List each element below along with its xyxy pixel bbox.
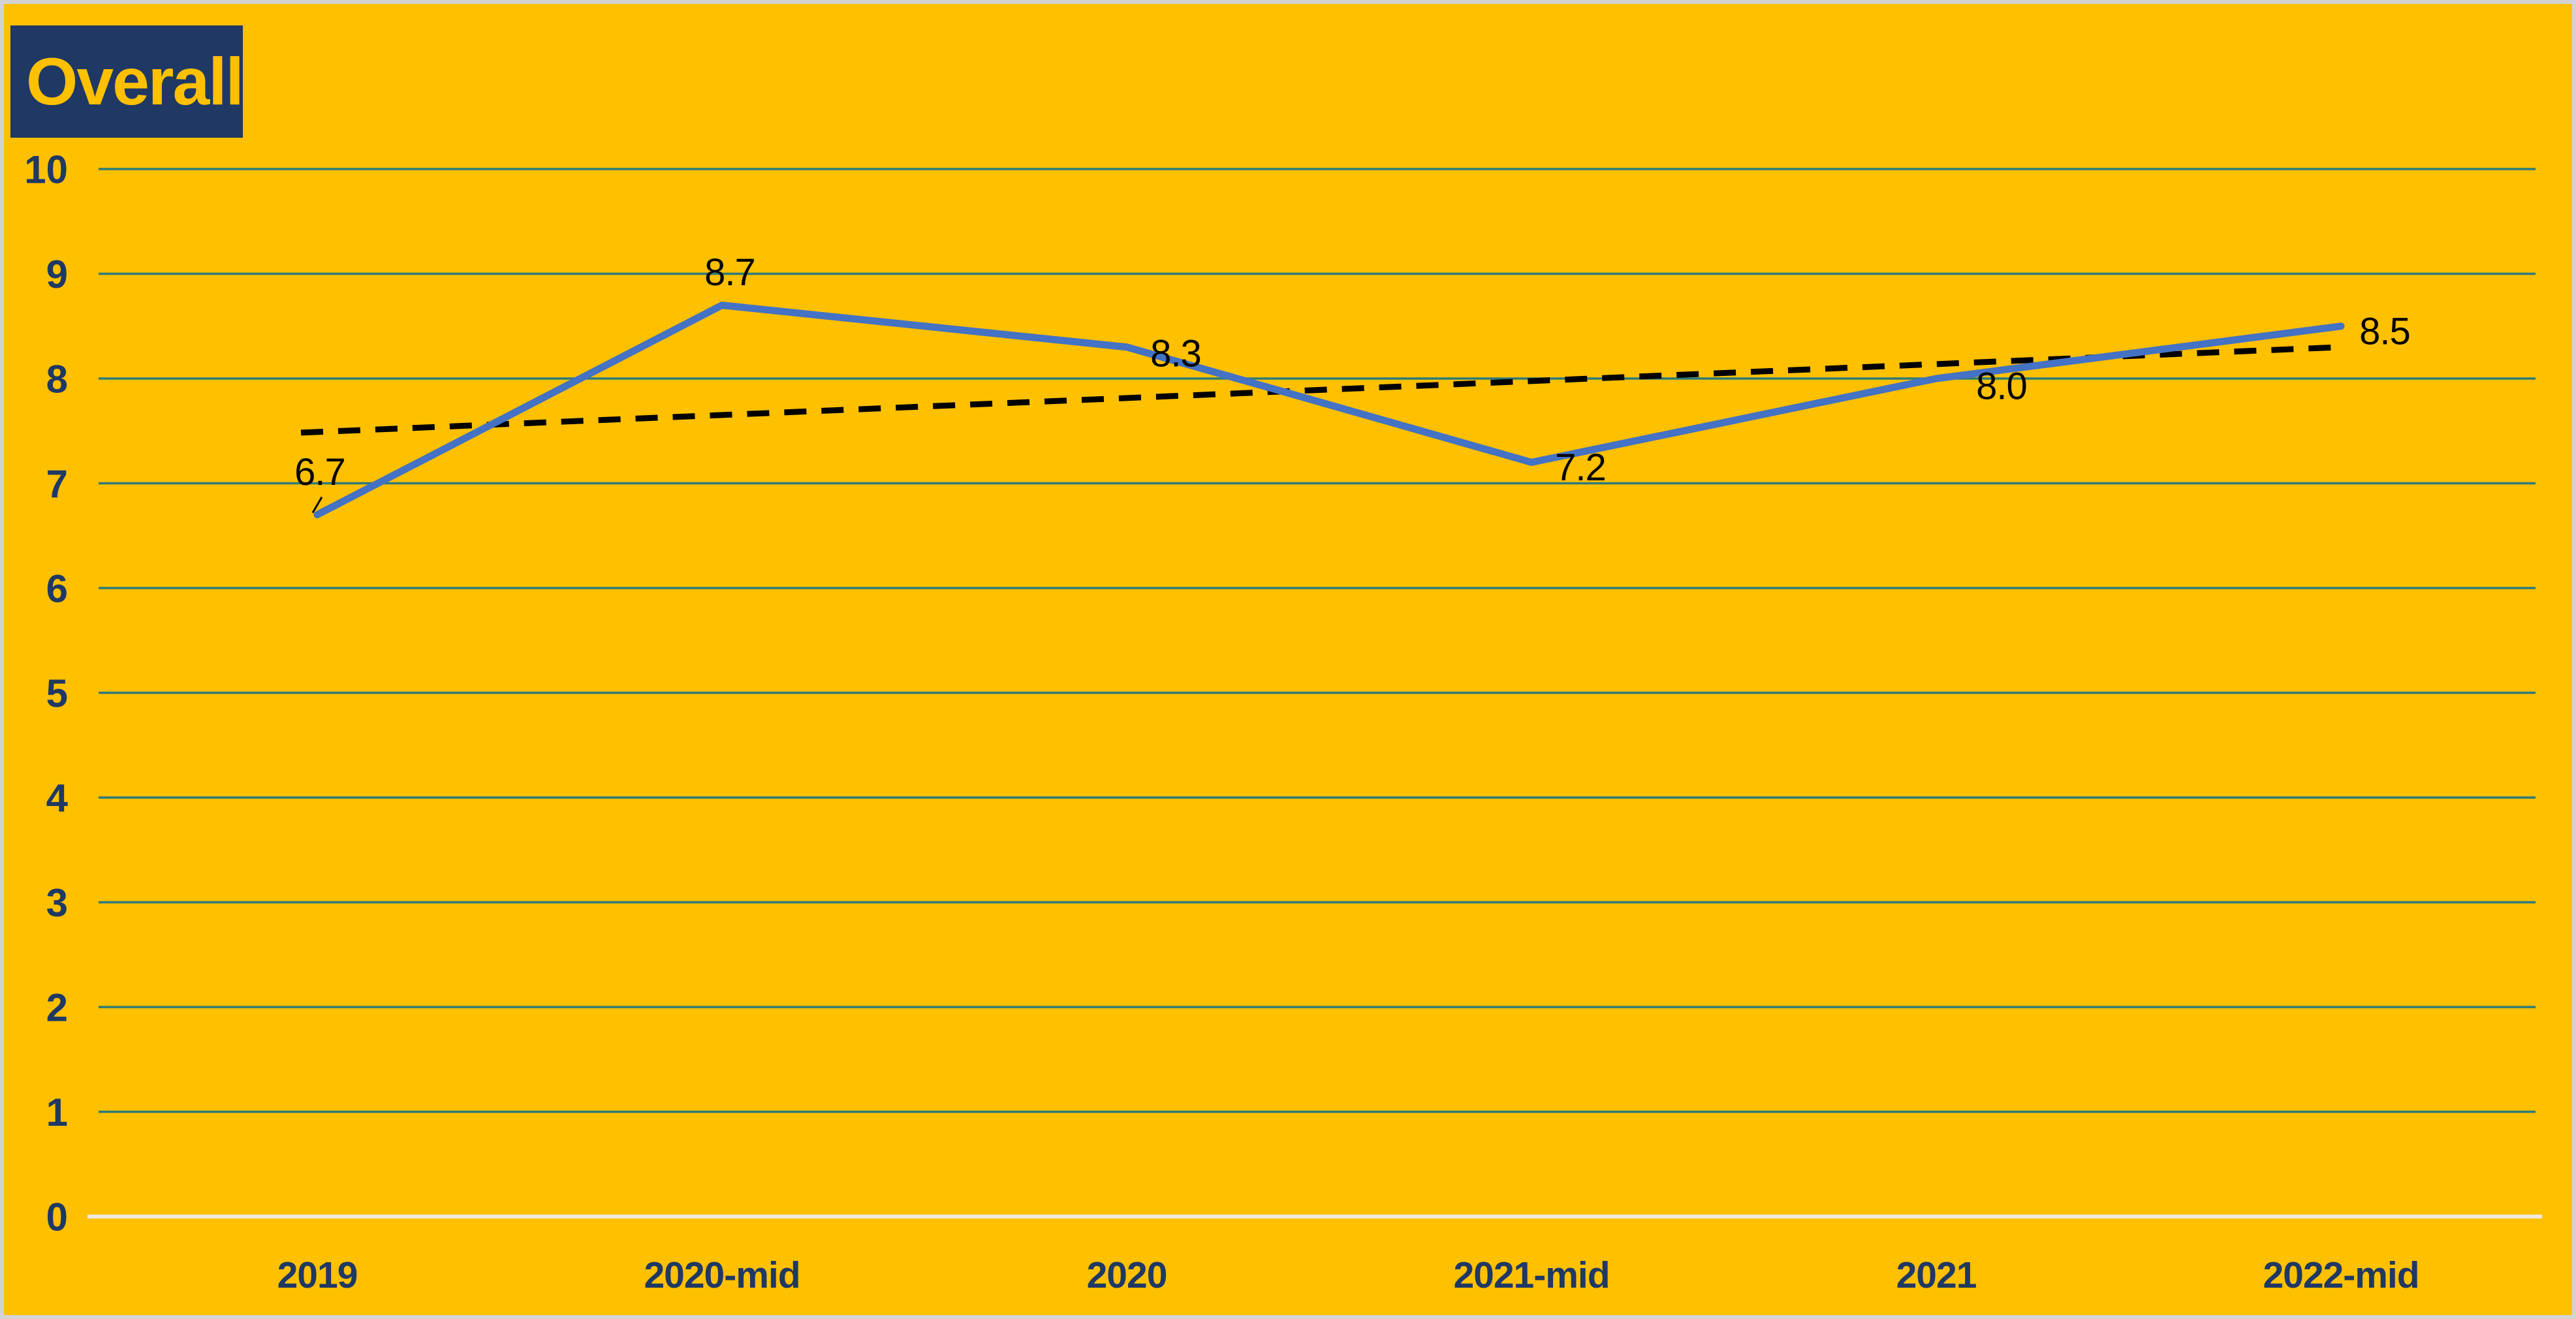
chart-title-box: Overall [10,25,244,138]
x-axis-tick-label: 2022-mid [2263,1254,2419,1296]
y-axis-tick-label: 5 [46,672,68,715]
y-axis-tick-label: 1 [46,1091,68,1134]
y-axis-tick-label: 7 [46,462,68,506]
data-label-leader-line [311,496,323,514]
chart-title: Overall [26,44,244,119]
y-axis-tick-label: 3 [46,881,68,925]
x-axis-tick-label: 2021-mid [1453,1254,1609,1296]
y-axis-tick-label: 4 [46,777,69,820]
y-axis-tick-label: 8 [46,358,68,401]
y-axis-tick-label: 2 [46,986,68,1030]
overall-series-line [313,302,2345,519]
x-axis-tick-label: 2021 [1896,1254,1977,1296]
y-axis-tick-label: 10 [24,148,68,192]
data-point-label: 8.7 [704,251,755,294]
overall-line-chart: 0 1 2 3 4 5 6 7 8 9 10 2019 2020-mid 2020 2021-mid 2021… [24,148,2542,1296]
data-point-label: 7.2 [1555,446,1606,489]
data-point-label: 8.5 [2359,310,2410,352]
x-axis-tick-label: 2020 [1087,1254,1167,1296]
trendline-dashed [300,344,2334,436]
y-axis-tick-label: 0 [46,1196,68,1239]
data-point-label: 8.0 [1976,365,2027,408]
x-axis-tick-label: 2019 [277,1254,358,1296]
x-axis-tick-label: 2020-mid [644,1254,800,1296]
y-axis-tick-label: 6 [46,567,68,611]
data-point-label: 8.3 [1150,332,1201,375]
y-axis-tick-label: 9 [46,253,68,296]
data-point-label: 6.7 [294,451,345,493]
